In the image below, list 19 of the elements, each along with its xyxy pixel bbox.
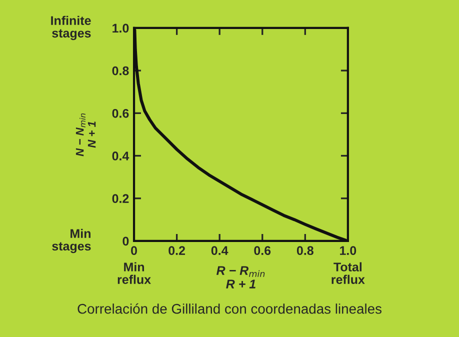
text: Infinite stages — [51, 16, 91, 40]
x-axis-title: R − R$_{min}$ R + 1 — [216, 266, 265, 288]
y-tick-label: 0.4 — [112, 152, 130, 160]
y-tick-label: 1.0 — [112, 24, 129, 33]
x-tick-label: 0.4 — [211, 246, 228, 255]
y-tick-label: 0.8 — [112, 66, 129, 76]
x-tick-label: 1.0 — [340, 246, 356, 255]
text: Correlación de Gilliland con coordenadas lineales — [78, 303, 382, 314]
text: Total reflux — [332, 262, 365, 284]
x-tick-label: 0 — [131, 246, 137, 255]
x-tick-label: 0.8 — [296, 246, 314, 255]
text: Min reflux — [118, 262, 151, 284]
x-tick-label: 0.6 — [254, 246, 271, 255]
y-axis-title: N − N$_{min}$ N + 1 — [76, 113, 96, 156]
text: Min stages — [52, 228, 91, 254]
y-tick-label: 0.6 — [112, 108, 129, 118]
y-tick-label: 0.2 — [112, 194, 129, 204]
x-tick-label: 0.2 — [168, 246, 185, 255]
y-tick-label: 0 — [122, 236, 129, 246]
